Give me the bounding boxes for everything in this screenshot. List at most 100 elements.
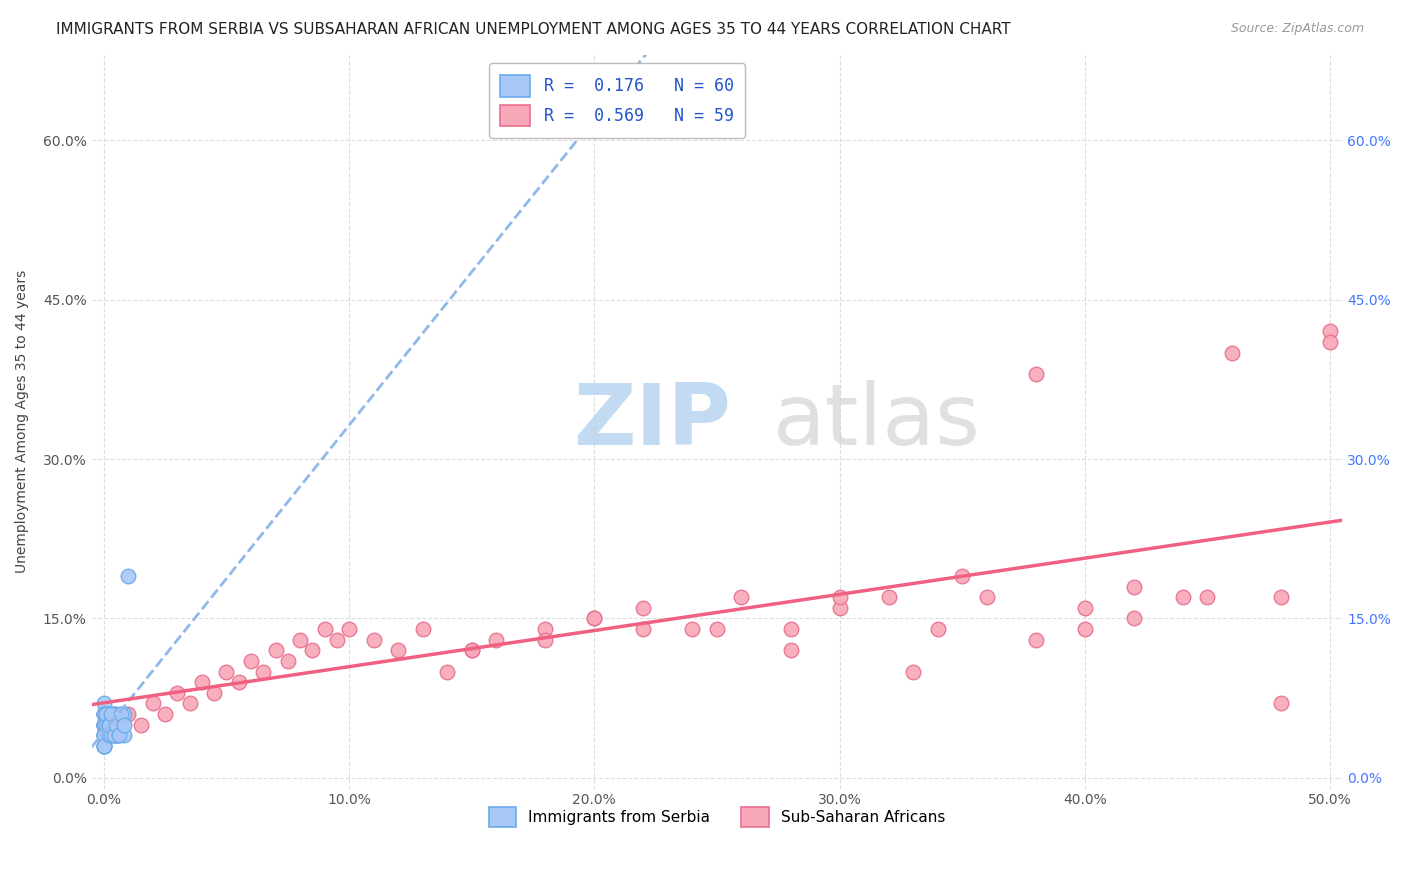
Point (96, 728, 118, 742)
Point (105, 728, 128, 742)
Point (93, 718, 115, 732)
Point (93, 718, 115, 732)
Point (93, 718, 115, 732)
Point (142, 697, 165, 711)
Point (363, 632, 385, 647)
Point (93, 728, 115, 742)
Point (1319, 325, 1341, 339)
Point (96, 718, 118, 732)
Point (436, 665, 458, 679)
Point (633, 600, 655, 615)
Point (153, 707, 176, 722)
Point (314, 622, 336, 636)
Point (1074, 622, 1097, 636)
Point (950, 569, 973, 583)
Point (112, 718, 135, 732)
Point (93, 707, 115, 722)
Point (264, 643, 287, 657)
Point (461, 643, 484, 657)
Point (93, 718, 115, 732)
Point (93, 728, 115, 742)
Point (215, 665, 238, 679)
Point (110, 707, 132, 722)
Point (105, 728, 128, 742)
Point (191, 675, 214, 690)
Text: IMMIGRANTS FROM SERBIA VS SUBSAHARAN AFRICAN UNEMPLOYMENT AMONG AGES 35 TO 44 YE: IMMIGRANTS FROM SERBIA VS SUBSAHARAN AFR… (56, 22, 1011, 37)
Point (1270, 591, 1292, 605)
Point (110, 707, 132, 722)
Point (1171, 591, 1194, 605)
Point (112, 728, 135, 742)
Point (100, 728, 122, 742)
Point (93, 728, 115, 742)
Point (93, 739, 115, 753)
Point (97, 718, 120, 732)
Point (112, 707, 135, 722)
Point (107, 728, 129, 742)
Point (117, 707, 139, 722)
Point (93, 728, 115, 742)
Point (97, 728, 120, 742)
Point (117, 569, 139, 583)
Point (105, 718, 128, 732)
Point (1074, 600, 1097, 615)
Point (93, 707, 115, 722)
Point (202, 686, 225, 700)
Point (103, 707, 125, 722)
Point (93, 707, 115, 722)
Text: Source: ZipAtlas.com: Source: ZipAtlas.com (1230, 22, 1364, 36)
Point (100, 707, 122, 722)
Point (103, 728, 125, 742)
Point (96, 728, 118, 742)
Point (100, 707, 122, 722)
Point (105, 728, 128, 742)
Point (387, 643, 409, 657)
Point (93, 718, 115, 732)
Point (252, 665, 274, 679)
Point (828, 591, 851, 605)
Point (412, 622, 434, 636)
Point (779, 622, 801, 636)
Point (97, 728, 120, 742)
Point (96, 718, 118, 732)
Point (100, 728, 122, 742)
Point (97, 707, 120, 722)
Point (534, 632, 557, 647)
Point (103, 718, 125, 732)
Point (93, 697, 115, 711)
Point (93, 739, 115, 753)
Point (461, 643, 484, 657)
Point (1270, 697, 1292, 711)
Point (1025, 632, 1047, 647)
Point (97, 718, 120, 732)
Point (681, 622, 703, 636)
Point (1025, 367, 1047, 381)
Point (103, 728, 125, 742)
Point (828, 600, 851, 615)
Point (93, 718, 115, 732)
Point (927, 622, 949, 636)
Point (107, 718, 129, 732)
Point (96, 718, 118, 732)
Point (1319, 335, 1341, 350)
Point (179, 697, 201, 711)
Point (103, 707, 125, 722)
Point (96, 707, 118, 722)
Point (534, 622, 557, 636)
Legend: Immigrants from Serbia, Sub-Saharan Africans: Immigrants from Serbia, Sub-Saharan Afri… (479, 798, 955, 836)
Point (107, 728, 129, 742)
Point (166, 686, 188, 700)
Y-axis label: Unemployment Among Ages 35 to 44 years: Unemployment Among Ages 35 to 44 years (15, 270, 30, 574)
Point (1220, 345, 1243, 359)
Point (730, 591, 752, 605)
Point (103, 718, 125, 732)
Point (1197, 591, 1219, 605)
Point (583, 611, 606, 625)
Point (110, 718, 132, 732)
Point (779, 643, 801, 657)
Point (583, 611, 606, 625)
Point (100, 707, 122, 722)
Point (93, 718, 115, 732)
Point (485, 632, 508, 647)
Point (976, 591, 998, 605)
